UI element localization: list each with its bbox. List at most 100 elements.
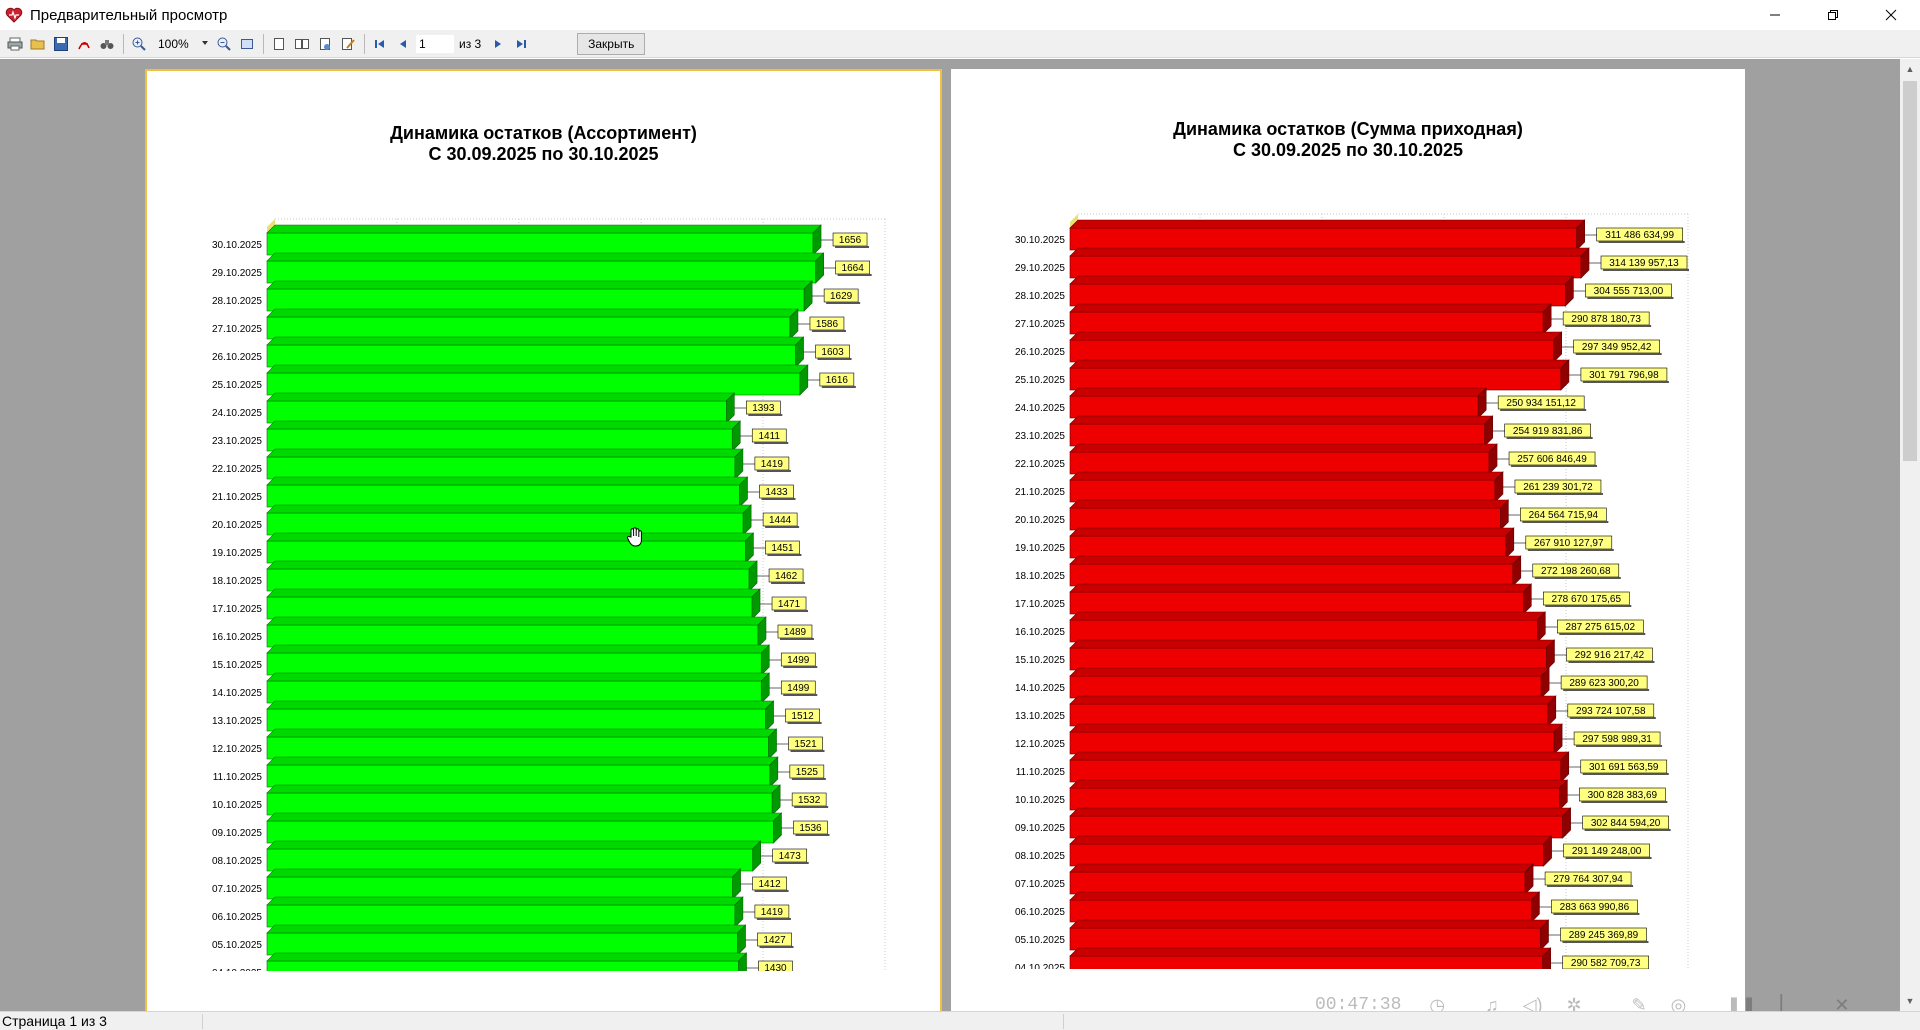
data-label-shadow: [1545, 605, 1632, 607]
zoom-out-icon[interactable]: [213, 33, 235, 55]
bar: [1069, 255, 1582, 279]
bar-group: 24.10.2025 1393: [212, 392, 783, 424]
bar-top: [266, 616, 767, 626]
bar-group: 27.10.2025 1586: [212, 308, 846, 340]
bar-top: [1069, 919, 1550, 929]
bar-side: [1524, 863, 1534, 895]
app-heart-icon: [4, 5, 24, 25]
bar: [1069, 619, 1538, 643]
toolbar: 100% 1 из 3 Закрыть: [0, 30, 1920, 58]
bar-top: [266, 588, 761, 598]
data-label: 1451: [771, 543, 794, 554]
data-label: 264 564 715,94: [1529, 510, 1599, 521]
category-label: 19.10.2025: [1015, 543, 1065, 554]
status-cell: [1063, 1014, 1783, 1029]
bar-side: [1500, 499, 1509, 531]
single-page-icon[interactable]: [268, 33, 290, 55]
pen-icon: ✎: [1631, 994, 1647, 1015]
data-label: 1411: [758, 431, 780, 442]
bar: [1069, 591, 1524, 615]
bar-side: [1560, 359, 1570, 391]
data-label: 272 198 260,68: [1541, 566, 1611, 577]
status-page-text: Страница 1 из 3: [2, 1013, 107, 1029]
bar-side: [789, 308, 799, 340]
bar-top: [266, 644, 770, 654]
stop-icon: ▏: [1780, 994, 1795, 1015]
data-label: 293 724 107,58: [1576, 706, 1646, 717]
bar-top: [266, 420, 741, 430]
bar-group: 09.10.2025 1536: [212, 812, 830, 844]
last-page-icon[interactable]: [510, 33, 532, 55]
data-label: 1393: [752, 403, 775, 414]
bar-side: [1540, 919, 1549, 951]
scroll-down-icon[interactable]: ▼: [1905, 996, 1915, 1006]
scroll-up-icon[interactable]: ▲: [1905, 64, 1915, 74]
two-pages-icon[interactable]: [291, 33, 313, 55]
prev-page-icon[interactable]: [392, 33, 414, 55]
data-label: 290 582 709,73: [1571, 958, 1641, 969]
data-label-shadow: [1568, 661, 1655, 663]
data-label-shadow: [1587, 297, 1674, 299]
zoom-in-icon[interactable]: [128, 33, 150, 55]
bar-group: 12.10.2025 1521: [212, 728, 825, 760]
bar-group: 04.10.2025 290 582 709,73: [1015, 947, 1649, 969]
data-label-shadow: [771, 582, 806, 584]
bar-side: [1560, 751, 1570, 783]
zoom-select[interactable]: 100%: [151, 33, 213, 54]
data-label-shadow: [779, 638, 814, 640]
fit-page-icon[interactable]: [236, 33, 258, 55]
close-preview-button[interactable]: Закрыть: [577, 32, 646, 55]
category-label: 28.10.2025: [212, 296, 262, 307]
bar-side: [795, 336, 804, 368]
bar-top: [1069, 247, 1590, 257]
bar-top: [266, 672, 770, 682]
data-label-shadow: [1581, 801, 1668, 803]
bar-top: [1069, 443, 1498, 453]
data-label-shadow: [1511, 465, 1598, 467]
find-binoculars-icon[interactable]: [96, 33, 118, 55]
bar-top: [266, 896, 744, 906]
save-icon[interactable]: [50, 33, 72, 55]
print-icon[interactable]: [4, 33, 26, 55]
data-label: 1444: [769, 515, 792, 526]
bar-top: [1069, 499, 1510, 509]
data-label-shadow: [754, 442, 789, 444]
next-page-icon[interactable]: [487, 33, 509, 55]
bar-top: [1069, 583, 1533, 593]
open-folder-icon[interactable]: [27, 33, 49, 55]
data-label-shadow: [817, 358, 852, 360]
data-label-shadow: [1516, 493, 1603, 495]
bar: [1069, 507, 1501, 531]
bar-top: [266, 392, 736, 402]
bar-group: 22.10.2025 1419: [212, 448, 791, 480]
data-label-box: [758, 960, 793, 971]
bar-side: [737, 924, 746, 956]
minimize-icon[interactable]: [1746, 0, 1804, 30]
pdf-export-icon[interactable]: [73, 33, 95, 55]
data-label: 279 764 307,94: [1553, 874, 1623, 885]
page-number-input[interactable]: 1: [415, 33, 455, 54]
category-label: 07.10.2025: [1015, 879, 1065, 890]
data-label: 267 910 127,97: [1534, 538, 1604, 549]
bar-side: [1542, 947, 1551, 969]
data-label-shadow: [1547, 885, 1634, 887]
data-label-shadow: [1575, 353, 1662, 355]
bar: [1069, 339, 1554, 363]
bar-group: 08.10.2025 1473: [212, 840, 809, 872]
edit-page-icon[interactable]: [337, 33, 359, 55]
category-label: 18.10.2025: [1015, 571, 1065, 582]
preview-area[interactable]: Динамика остатков (Ассортимент) С 30.09.…: [0, 59, 1900, 1011]
page-setup-icon[interactable]: [314, 33, 336, 55]
data-label-shadow: [791, 778, 826, 780]
data-label: 1430: [764, 963, 787, 971]
bar-side: [731, 420, 741, 452]
bar-group: 14.10.2025 1499: [212, 672, 818, 704]
category-label: 30.10.2025: [212, 240, 262, 251]
scrollbar-thumb[interactable]: [1903, 81, 1917, 461]
bar-group: 04.10.2025 1430: [212, 952, 793, 971]
first-page-icon[interactable]: [369, 33, 391, 55]
close-icon[interactable]: [1862, 0, 1920, 30]
timer-icon: ◷: [1429, 994, 1446, 1015]
vertical-scrollbar[interactable]: ▲ ▼: [1900, 59, 1920, 1011]
restore-icon[interactable]: [1804, 0, 1862, 30]
